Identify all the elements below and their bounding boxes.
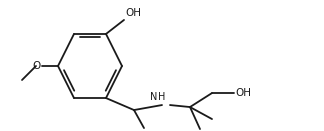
- Text: OH: OH: [235, 88, 251, 98]
- Text: H: H: [158, 92, 166, 102]
- Text: OH: OH: [125, 8, 141, 18]
- Text: N: N: [150, 92, 157, 102]
- Text: O: O: [33, 61, 41, 71]
